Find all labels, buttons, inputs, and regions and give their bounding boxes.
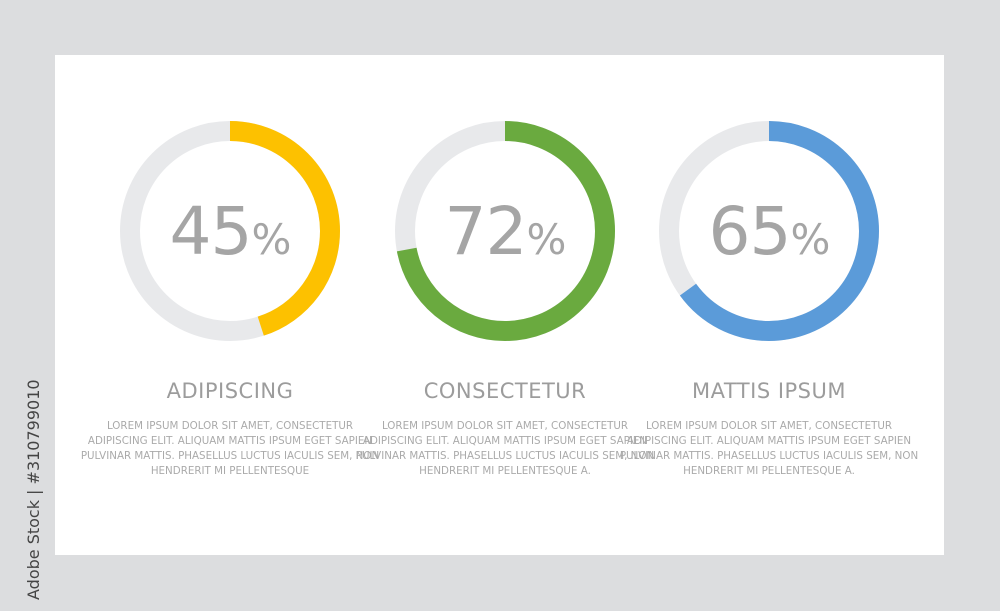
percent-value: 65	[708, 193, 792, 270]
percent-sign: %	[251, 215, 292, 264]
donut-chart	[395, 121, 615, 341]
percent-label: 45%	[100, 193, 360, 270]
percent-sign: %	[526, 215, 567, 264]
donut-arc	[120, 121, 340, 341]
percent-label: 72%	[375, 193, 635, 270]
percent-sign: %	[790, 215, 831, 264]
percent-label: 65%	[639, 193, 899, 270]
donut-arc	[659, 121, 879, 341]
infographic-card: 45% ADIPISCING LOREM IPSUM DOLOR SIT AMET,…	[55, 55, 944, 555]
percent-value: 72	[444, 193, 528, 270]
item-title: CONSECTETUR	[423, 379, 587, 403]
item-description: LOREM IPSUM DOLOR SIT AMET, CONSECTETUR …	[619, 420, 919, 477]
donut-arc	[395, 121, 615, 341]
item-description: LOREM IPSUM DOLOR SIT AMET, CONSECTETUR …	[355, 420, 655, 477]
item-title: MATTIS IPSUM	[691, 379, 846, 403]
watermark: Adobe Stock | #310799010	[24, 379, 43, 600]
donut-chart	[659, 121, 879, 341]
item-description: LOREM IPSUM DOLOR SIT AMET, CONSECTETUR …	[80, 420, 380, 477]
donut-chart	[120, 121, 340, 341]
item-title: ADIPISCING	[166, 379, 294, 403]
percent-value: 45	[169, 193, 253, 270]
